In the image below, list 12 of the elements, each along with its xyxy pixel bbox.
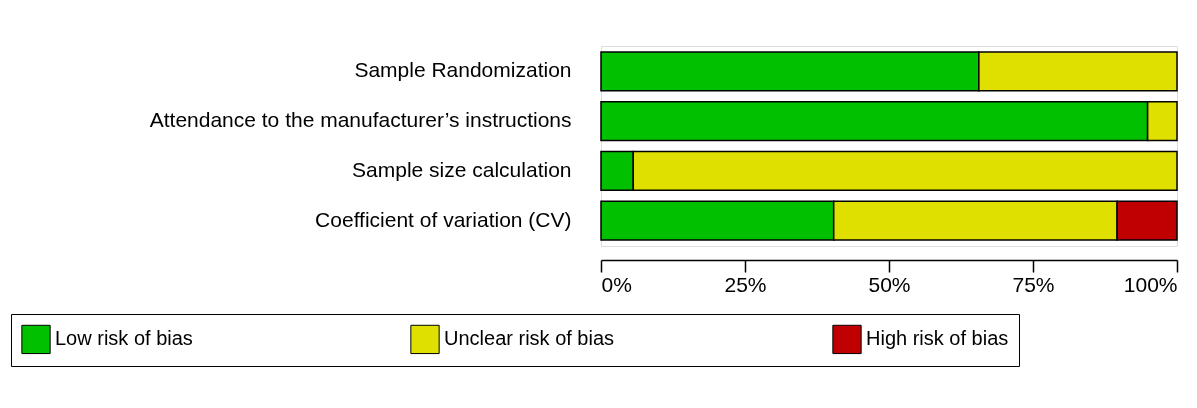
y-tick-label: Sample size calculation	[352, 157, 572, 181]
x-tick-label: 0%	[601, 272, 632, 296]
x-tick-label: 100%	[1123, 272, 1178, 296]
x-tick-label: 50%	[868, 272, 911, 296]
x-tick-label: 75%	[1012, 272, 1055, 296]
y-tick-label: Sample Randomization	[354, 58, 572, 82]
legend-label: Unclear risk of bias	[444, 327, 615, 350]
y-tick-label: Attendance to the manufacturer’s instructions	[149, 108, 572, 132]
legend-label: Low risk of bias	[55, 327, 193, 350]
legend-label: High risk of bias	[866, 327, 1009, 350]
y-tick-label: Coefficient of variation (CV)	[315, 207, 572, 231]
x-tick-label: 25%	[724, 272, 767, 296]
